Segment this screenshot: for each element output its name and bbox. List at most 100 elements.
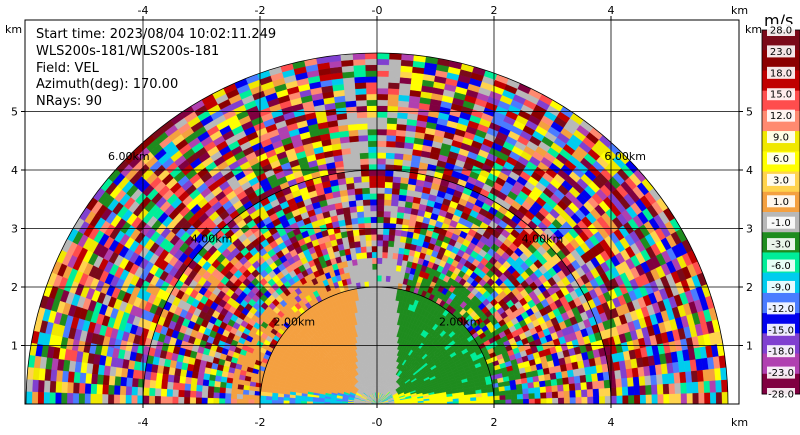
velocity-cell	[360, 169, 370, 177]
velocity-cell	[396, 111, 408, 120]
velocity-cell	[528, 398, 536, 404]
velocity-cell	[645, 384, 653, 395]
velocity-cell	[361, 257, 368, 265]
velocity-cell	[593, 395, 600, 404]
velocity-cell	[393, 240, 401, 248]
velocity-cell	[376, 210, 384, 218]
velocity-cell	[388, 70, 401, 78]
velocity-cell	[703, 380, 711, 393]
velocity-cell	[384, 287, 390, 294]
velocity-cell	[563, 397, 571, 404]
velocity-cell	[376, 316, 381, 323]
velocity-cell	[386, 117, 398, 125]
velocity-cell	[661, 373, 670, 385]
velocity-cell	[505, 394, 512, 400]
velocity-cell	[715, 391, 723, 404]
velocity-cell	[395, 135, 406, 143]
velocity-cell	[376, 257, 383, 264]
velocity-cell	[395, 129, 406, 137]
velocity-cell	[378, 339, 382, 346]
velocity-cell	[387, 240, 395, 248]
velocity-cell	[364, 222, 372, 230]
velocity-cell	[365, 82, 378, 89]
velocity-cell	[376, 175, 386, 183]
velocity-cell	[651, 384, 658, 395]
velocity-cell	[382, 240, 389, 247]
velocity-cell	[376, 239, 383, 247]
velocity-cell	[368, 280, 374, 288]
velocity-cell	[353, 70, 366, 78]
velocity-cell	[384, 175, 394, 183]
velocity-cell	[493, 395, 501, 401]
velocity-cell	[368, 175, 378, 183]
velocity-cell	[592, 388, 600, 397]
velocity-cell	[556, 377, 564, 386]
velocity-cell	[685, 370, 693, 383]
velocity-cell	[385, 152, 395, 160]
velocity-cell	[376, 134, 387, 142]
velocity-cell	[376, 327, 380, 334]
velocity-cell	[373, 310, 378, 317]
velocity-cell	[383, 210, 391, 218]
velocity-cell	[481, 399, 489, 404]
velocity-cell	[522, 387, 529, 395]
velocity-cell	[380, 292, 386, 300]
velocity-cell	[376, 99, 388, 107]
velocity-cell	[569, 396, 577, 404]
velocity-cell	[580, 381, 588, 390]
velocity-cell	[393, 158, 403, 166]
velocity-cell	[604, 395, 612, 404]
velocity-cell	[352, 170, 362, 178]
velocity-cell	[628, 394, 635, 404]
velocity-cell	[581, 396, 588, 404]
velocity-cell	[351, 223, 359, 231]
velocity-cell	[365, 70, 378, 77]
velocity-cell	[586, 388, 594, 397]
velocity-cell	[344, 94, 357, 102]
velocity-cell	[386, 123, 397, 130]
velocity-cell	[384, 181, 393, 189]
velocity-cell	[359, 152, 369, 160]
velocity-cell	[633, 385, 641, 396]
velocity-cell	[394, 229, 402, 237]
velocity-cell	[364, 64, 378, 72]
velocity-cell	[362, 269, 369, 277]
velocity-cell	[383, 199, 392, 206]
velocity-cell	[367, 128, 378, 136]
velocity-cell	[390, 264, 397, 272]
velocity-cell	[592, 380, 600, 390]
velocity-cell	[376, 163, 386, 171]
velocity-cell	[349, 141, 360, 149]
velocity-cell	[499, 399, 506, 404]
velocity-cell	[354, 88, 367, 95]
velocity-cell	[366, 257, 373, 265]
velocity-cell	[382, 228, 390, 236]
velocity-cell	[386, 111, 398, 119]
velocity-cell	[487, 399, 495, 404]
velocity-cell	[380, 286, 386, 294]
velocity-cell	[376, 222, 384, 229]
velocity-cell	[397, 106, 409, 114]
velocity-cell	[367, 134, 378, 142]
velocity-cell	[376, 321, 381, 329]
velocity-cell	[386, 128, 397, 136]
velocity-cell	[383, 304, 388, 312]
velocity-cell	[651, 393, 659, 404]
velocity-cell	[367, 140, 378, 148]
velocity-cell	[598, 387, 606, 397]
velocity-field	[26, 53, 728, 404]
velocity-cell	[692, 392, 700, 404]
velocity-cell	[345, 106, 357, 114]
velocity-cell	[381, 257, 388, 265]
velocity-cell	[376, 64, 390, 72]
velocity-cell	[373, 298, 378, 305]
velocity-cell	[385, 275, 391, 283]
velocity-cell	[516, 388, 524, 395]
velocity-cell	[393, 235, 401, 243]
velocity-cell	[376, 53, 390, 60]
velocity-cell	[348, 135, 359, 143]
velocity-cell	[545, 385, 553, 393]
velocity-cell	[354, 82, 367, 90]
velocity-cell	[396, 205, 405, 214]
velocity-cell	[369, 298, 374, 306]
